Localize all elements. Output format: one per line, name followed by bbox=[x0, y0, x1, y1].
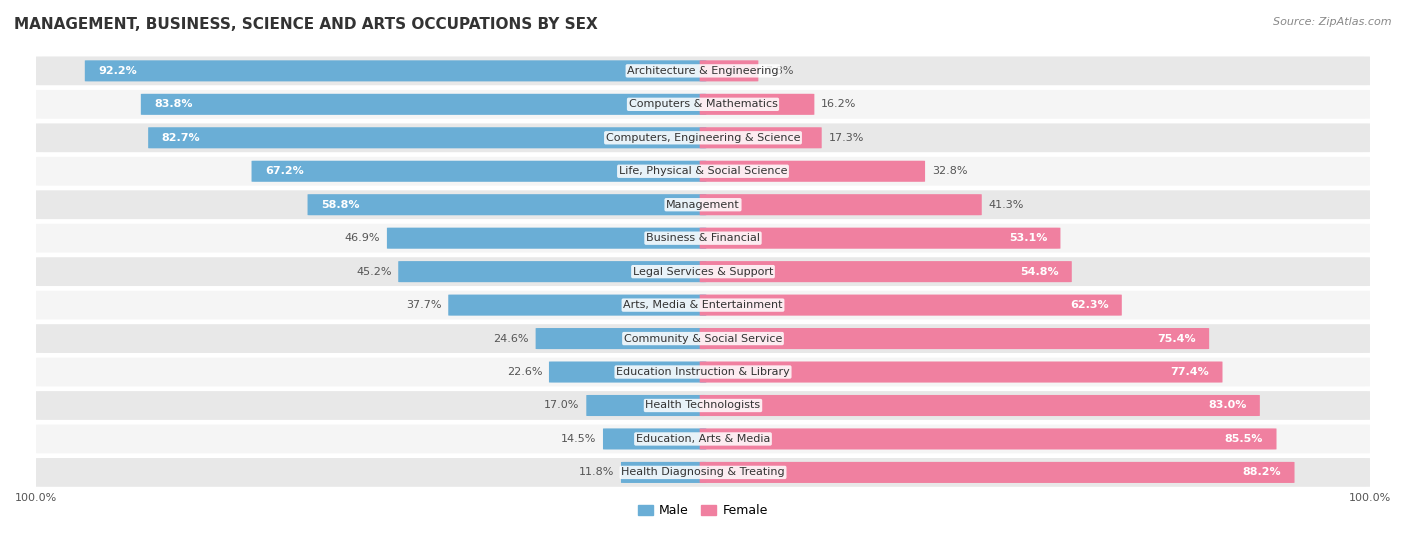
FancyBboxPatch shape bbox=[700, 160, 925, 182]
FancyBboxPatch shape bbox=[700, 328, 1209, 349]
FancyBboxPatch shape bbox=[700, 362, 1222, 382]
FancyBboxPatch shape bbox=[700, 194, 981, 215]
FancyBboxPatch shape bbox=[398, 261, 706, 282]
FancyBboxPatch shape bbox=[30, 90, 1376, 119]
FancyBboxPatch shape bbox=[148, 127, 706, 148]
Text: 77.4%: 77.4% bbox=[1170, 367, 1209, 377]
Text: 32.8%: 32.8% bbox=[932, 166, 967, 176]
Text: Architecture & Engineering: Architecture & Engineering bbox=[627, 66, 779, 76]
Text: 82.7%: 82.7% bbox=[162, 133, 200, 143]
FancyBboxPatch shape bbox=[30, 224, 1376, 253]
FancyBboxPatch shape bbox=[621, 462, 706, 483]
Text: Business & Financial: Business & Financial bbox=[645, 233, 761, 243]
Text: Health Diagnosing & Treating: Health Diagnosing & Treating bbox=[621, 467, 785, 477]
FancyBboxPatch shape bbox=[700, 94, 814, 115]
Text: 67.2%: 67.2% bbox=[264, 166, 304, 176]
FancyBboxPatch shape bbox=[449, 295, 706, 316]
FancyBboxPatch shape bbox=[700, 261, 1071, 282]
Text: 16.2%: 16.2% bbox=[821, 100, 856, 110]
Text: Legal Services & Support: Legal Services & Support bbox=[633, 267, 773, 277]
Text: 45.2%: 45.2% bbox=[356, 267, 391, 277]
FancyBboxPatch shape bbox=[30, 157, 1376, 186]
FancyBboxPatch shape bbox=[700, 462, 1295, 483]
FancyBboxPatch shape bbox=[30, 425, 1376, 453]
Text: 83.8%: 83.8% bbox=[155, 100, 193, 110]
Text: 22.6%: 22.6% bbox=[506, 367, 543, 377]
FancyBboxPatch shape bbox=[30, 458, 1376, 487]
FancyBboxPatch shape bbox=[700, 428, 1277, 449]
FancyBboxPatch shape bbox=[30, 391, 1376, 420]
Text: Education Instruction & Library: Education Instruction & Library bbox=[616, 367, 790, 377]
Text: Health Technologists: Health Technologists bbox=[645, 400, 761, 410]
Text: 17.0%: 17.0% bbox=[544, 400, 579, 410]
FancyBboxPatch shape bbox=[30, 56, 1376, 86]
Text: 83.0%: 83.0% bbox=[1208, 400, 1247, 410]
Text: Life, Physical & Social Science: Life, Physical & Social Science bbox=[619, 166, 787, 176]
Text: 11.8%: 11.8% bbox=[579, 467, 614, 477]
FancyBboxPatch shape bbox=[84, 60, 706, 82]
Text: 37.7%: 37.7% bbox=[406, 300, 441, 310]
FancyBboxPatch shape bbox=[700, 395, 1260, 416]
FancyBboxPatch shape bbox=[30, 124, 1376, 152]
FancyBboxPatch shape bbox=[603, 428, 706, 449]
Text: 92.2%: 92.2% bbox=[98, 66, 136, 76]
Text: Source: ZipAtlas.com: Source: ZipAtlas.com bbox=[1274, 17, 1392, 27]
FancyBboxPatch shape bbox=[700, 228, 1060, 249]
Text: 46.9%: 46.9% bbox=[344, 233, 380, 243]
Text: 85.5%: 85.5% bbox=[1225, 434, 1263, 444]
FancyBboxPatch shape bbox=[700, 295, 1122, 316]
Text: Arts, Media & Entertainment: Arts, Media & Entertainment bbox=[623, 300, 783, 310]
Text: 88.2%: 88.2% bbox=[1243, 467, 1281, 477]
FancyBboxPatch shape bbox=[387, 228, 706, 249]
FancyBboxPatch shape bbox=[548, 362, 706, 382]
Text: Management: Management bbox=[666, 200, 740, 210]
Text: 41.3%: 41.3% bbox=[988, 200, 1024, 210]
FancyBboxPatch shape bbox=[308, 194, 706, 215]
Text: 54.8%: 54.8% bbox=[1019, 267, 1059, 277]
FancyBboxPatch shape bbox=[30, 358, 1376, 386]
Text: Computers, Engineering & Science: Computers, Engineering & Science bbox=[606, 133, 800, 143]
FancyBboxPatch shape bbox=[252, 160, 706, 182]
FancyBboxPatch shape bbox=[30, 291, 1376, 320]
Text: Computers & Mathematics: Computers & Mathematics bbox=[628, 100, 778, 110]
FancyBboxPatch shape bbox=[30, 257, 1376, 286]
Text: 17.3%: 17.3% bbox=[828, 133, 863, 143]
Legend: Male, Female: Male, Female bbox=[633, 499, 773, 522]
FancyBboxPatch shape bbox=[141, 94, 706, 115]
Text: 62.3%: 62.3% bbox=[1070, 300, 1108, 310]
FancyBboxPatch shape bbox=[700, 60, 758, 82]
Text: 75.4%: 75.4% bbox=[1157, 334, 1197, 344]
Text: 7.8%: 7.8% bbox=[765, 66, 793, 76]
Text: 53.1%: 53.1% bbox=[1008, 233, 1047, 243]
FancyBboxPatch shape bbox=[536, 328, 706, 349]
Text: 58.8%: 58.8% bbox=[321, 200, 360, 210]
Text: 14.5%: 14.5% bbox=[561, 434, 596, 444]
Text: Community & Social Service: Community & Social Service bbox=[624, 334, 782, 344]
Text: MANAGEMENT, BUSINESS, SCIENCE AND ARTS OCCUPATIONS BY SEX: MANAGEMENT, BUSINESS, SCIENCE AND ARTS O… bbox=[14, 17, 598, 32]
FancyBboxPatch shape bbox=[30, 190, 1376, 219]
Text: 24.6%: 24.6% bbox=[494, 334, 529, 344]
FancyBboxPatch shape bbox=[30, 324, 1376, 353]
Text: Education, Arts & Media: Education, Arts & Media bbox=[636, 434, 770, 444]
FancyBboxPatch shape bbox=[586, 395, 706, 416]
FancyBboxPatch shape bbox=[700, 127, 821, 148]
